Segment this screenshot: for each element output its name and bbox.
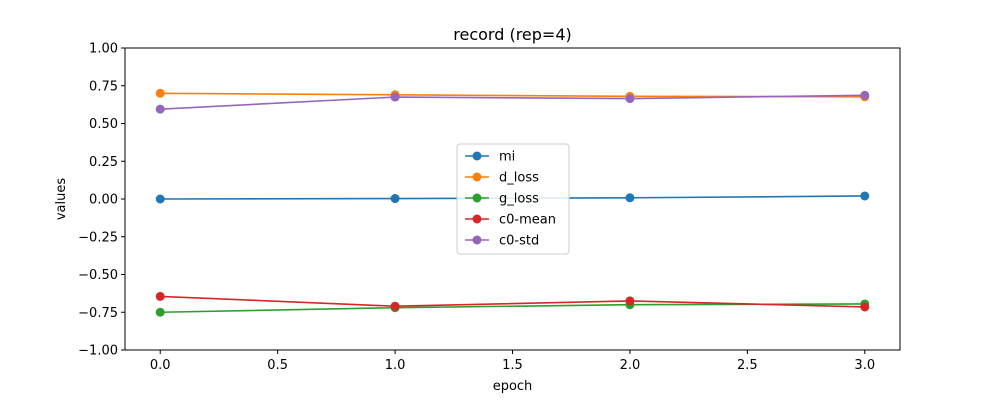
y-tick-label: 0.50 [89, 117, 118, 132]
y-tick-label: 0.25 [89, 155, 118, 170]
data-point [625, 94, 635, 104]
y-tick-label: 1.00 [89, 42, 118, 57]
data-point [860, 302, 870, 312]
series-line [160, 295, 865, 308]
y-tick-label: −0.50 [78, 268, 118, 283]
legend-label: d_loss [499, 171, 539, 186]
legend-item: c0-mean [465, 213, 556, 228]
y-tick-label: 0.00 [89, 193, 118, 208]
series-c0-std [155, 90, 870, 114]
data-point [390, 194, 400, 204]
x-tick-label: 0.5 [267, 358, 288, 373]
series-c0-mean [155, 291, 870, 312]
x-tick-label: 2.5 [737, 358, 758, 373]
series-d_loss [155, 88, 870, 102]
y-tick-label: −1.00 [78, 344, 118, 359]
legend-label: c0-std [499, 234, 539, 249]
x-tick-label: 1.0 [385, 358, 406, 373]
legend-marker [472, 235, 482, 245]
plot-area [124, 47, 901, 351]
series-line [160, 94, 865, 110]
data-point [860, 191, 870, 201]
chart-title: record (rep=4) [453, 25, 572, 44]
y-tick-label: −0.25 [78, 230, 118, 245]
legend: mi d_loss g_loss c0-mean c0-std [456, 143, 570, 255]
data-point [625, 296, 635, 306]
legend-item: d_loss [465, 171, 539, 186]
y-axis: −1.00 −0.75 −0.50 −0.25 0.00 0.25 0.50 0.75 1.00 [78, 42, 125, 359]
x-tick-label: 3.0 [854, 358, 875, 373]
y-tick-label: 0.75 [89, 79, 118, 94]
data-point [860, 90, 870, 100]
x-tick-label: 2.0 [620, 358, 641, 373]
data-point [155, 194, 165, 204]
data-point [155, 88, 165, 98]
legend-box [456, 143, 570, 255]
legend-item: g_loss [465, 192, 539, 207]
legend-label: mi [499, 150, 515, 165]
x-axis-title: epoch [493, 379, 533, 394]
series-g_loss [155, 299, 870, 317]
data-point [155, 104, 165, 114]
y-tick-label: −0.75 [78, 306, 118, 321]
y-axis-title: values [54, 178, 69, 221]
legend-marker [472, 151, 482, 161]
x-tick-label: 1.5 [502, 358, 523, 373]
data-point [155, 307, 165, 317]
legend-label: c0-mean [499, 213, 556, 228]
data-point [390, 92, 400, 102]
x-axis: 0.0 0.5 1.0 1.5 2.0 2.5 3.0 [150, 350, 875, 373]
x-tick-label: 0.0 [150, 358, 171, 373]
legend-item: mi [465, 150, 515, 165]
data-point [155, 291, 165, 301]
data-point [625, 193, 635, 203]
data-point [390, 301, 400, 311]
legend-marker [472, 172, 482, 182]
legend-marker [472, 214, 482, 224]
legend-marker [472, 193, 482, 203]
series-line [160, 303, 865, 314]
legend-item: c0-std [465, 234, 539, 249]
legend-label: g_loss [499, 192, 539, 207]
